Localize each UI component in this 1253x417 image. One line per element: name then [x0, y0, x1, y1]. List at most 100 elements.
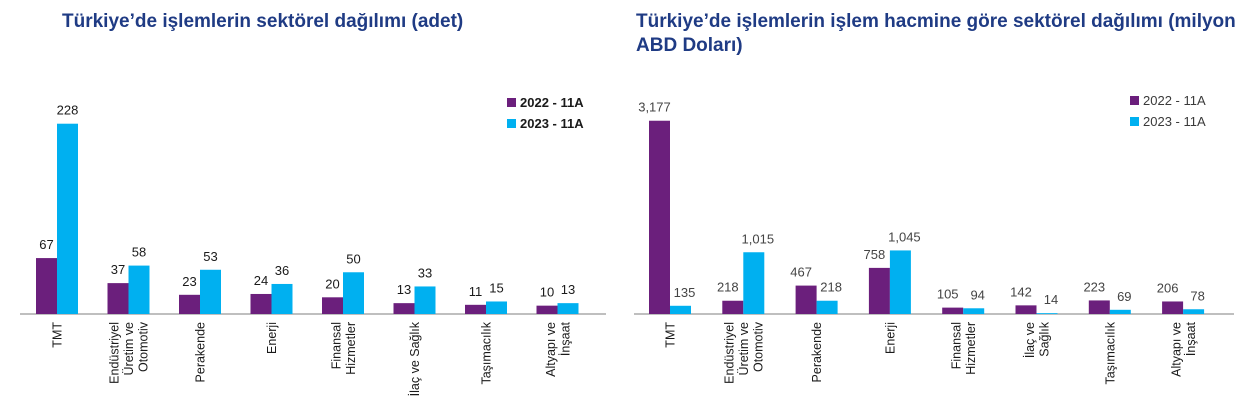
data-label: 758: [864, 247, 886, 262]
category-label: Altyapı ve İnşaat: [1169, 321, 1198, 376]
category-label-line: Taşımacılık: [480, 321, 494, 384]
category-label: Perakende: [810, 322, 824, 383]
data-label: 1,015: [742, 231, 775, 246]
category-label-line: İlaç ve Sağlık: [408, 321, 422, 396]
data-label: 69: [1117, 289, 1131, 304]
bar: [868, 267, 890, 314]
category-label: İlaç ve Sağlık: [408, 321, 422, 396]
legend-entry: 2023 - 11A: [1143, 114, 1206, 129]
category-label-line: İlaç ve: [1023, 322, 1037, 358]
category-label: Finansal Hizmetler: [949, 322, 978, 375]
data-label: 218: [820, 280, 842, 295]
bar: [1088, 300, 1110, 314]
legend-swatch: [1130, 117, 1139, 126]
bar: [795, 285, 817, 314]
category-label: İlaç ve Sağlık: [1023, 321, 1052, 358]
bar: [486, 301, 507, 314]
category-label-line: Altyapı ve: [1169, 322, 1183, 377]
bar: [36, 258, 57, 314]
bar: [557, 303, 579, 314]
data-label: 3,177: [638, 100, 671, 115]
category-label-line: Enerji: [265, 322, 279, 354]
bar: [963, 308, 985, 314]
category-label: Enerji: [883, 322, 897, 354]
legend-entry: 2023 - 11A: [520, 116, 584, 131]
data-label: 135: [674, 285, 696, 300]
data-label: 206: [1157, 280, 1179, 295]
bar: [393, 303, 415, 314]
category-label: TMT: [51, 322, 65, 348]
bar: [1183, 309, 1205, 314]
data-label: 20: [325, 276, 339, 291]
legend-entry: 2022 - 11A: [520, 95, 584, 110]
data-label: 1,045: [888, 229, 921, 244]
bar: [271, 283, 293, 314]
data-label: 36: [275, 263, 289, 278]
bar: [107, 283, 129, 314]
category-label: Perakende: [194, 322, 208, 383]
data-label: 67: [39, 237, 53, 252]
legend-entry: 2022 - 11A: [1143, 93, 1206, 108]
bar: [649, 120, 670, 314]
legend-swatch: [507, 98, 516, 107]
category-label-line: Otomotiv: [751, 321, 765, 372]
category-label: Endüstriyel Üretim ve Otomotiv: [722, 321, 765, 384]
category-label: Enerji: [265, 322, 279, 354]
bar: [1109, 309, 1131, 314]
category-label: Endüstriyel Üretim ve Otomotiv: [108, 321, 151, 384]
bar: [1036, 313, 1058, 314]
data-label: 14: [1044, 292, 1058, 307]
data-label: 10: [540, 285, 554, 300]
category-label-line: İnşaat: [1184, 321, 1198, 356]
category-label-line: Endüstriyel: [722, 322, 736, 384]
category-label-line: Otomotiv: [137, 321, 151, 372]
bar: [670, 305, 691, 314]
data-label: 78: [1190, 288, 1204, 303]
data-label: 11: [469, 284, 483, 299]
data-label: 33: [418, 265, 432, 280]
bar: [816, 300, 838, 314]
bar: [322, 297, 343, 314]
bar: [1162, 301, 1184, 314]
chart-title-count: Türkiye’de işlemlerin sektörel dağılımı …: [62, 11, 464, 32]
data-label: 13: [397, 282, 411, 297]
data-label: 228: [57, 103, 79, 118]
bar: [536, 305, 558, 314]
category-label-line: Hizmetler: [964, 322, 978, 375]
chart-panel-count: Türkiye’de işlemlerin sektörel dağılımı …: [0, 0, 620, 417]
data-label: 105: [937, 287, 959, 302]
bar: [465, 304, 486, 314]
bar: [57, 123, 78, 314]
category-label-line: Perakende: [194, 322, 208, 383]
category-label: TMT: [664, 322, 678, 348]
chart-title-volume: Türkiye’de işlemlerin işlem hacmine göre…: [636, 11, 1236, 56]
category-label-line: Enerji: [883, 322, 897, 354]
data-label: 13: [561, 282, 575, 297]
legend-swatch: [1130, 96, 1139, 105]
bar: [743, 252, 765, 314]
data-label: 58: [132, 245, 146, 260]
category-label: Finansal Hizmetler: [329, 322, 358, 375]
bar-chart-volume: 3,177 135 TMT 218 1,015 Endüstriyel Üretim ve O…: [634, 93, 1234, 385]
bar: [128, 265, 150, 314]
bar: [343, 272, 364, 314]
bar: [722, 300, 744, 314]
bar: [414, 286, 436, 314]
category-label-line: TMT: [51, 322, 65, 348]
category-label-line: TMT: [664, 322, 678, 348]
bar: [200, 269, 221, 314]
bar: [942, 307, 964, 314]
data-label: 142: [1010, 284, 1032, 299]
bar-chart-count: 67 228 TMT 37 58 Endüstriyel Üretim ve Otomotiv…: [20, 95, 606, 396]
bar: [889, 250, 911, 314]
data-label: 223: [1083, 279, 1105, 294]
category-label-line: Endüstriyel: [108, 322, 122, 384]
data-label: 15: [489, 280, 503, 295]
category-label-line: Üretim ve: [122, 322, 136, 376]
data-label: 218: [717, 280, 739, 295]
category-label: Taşımacılık: [1103, 321, 1117, 384]
data-label: 23: [182, 274, 196, 289]
data-label: 53: [203, 249, 217, 264]
category-label-line: Hizmetler: [344, 322, 358, 375]
category-label-line: Üretim ve: [737, 322, 751, 376]
